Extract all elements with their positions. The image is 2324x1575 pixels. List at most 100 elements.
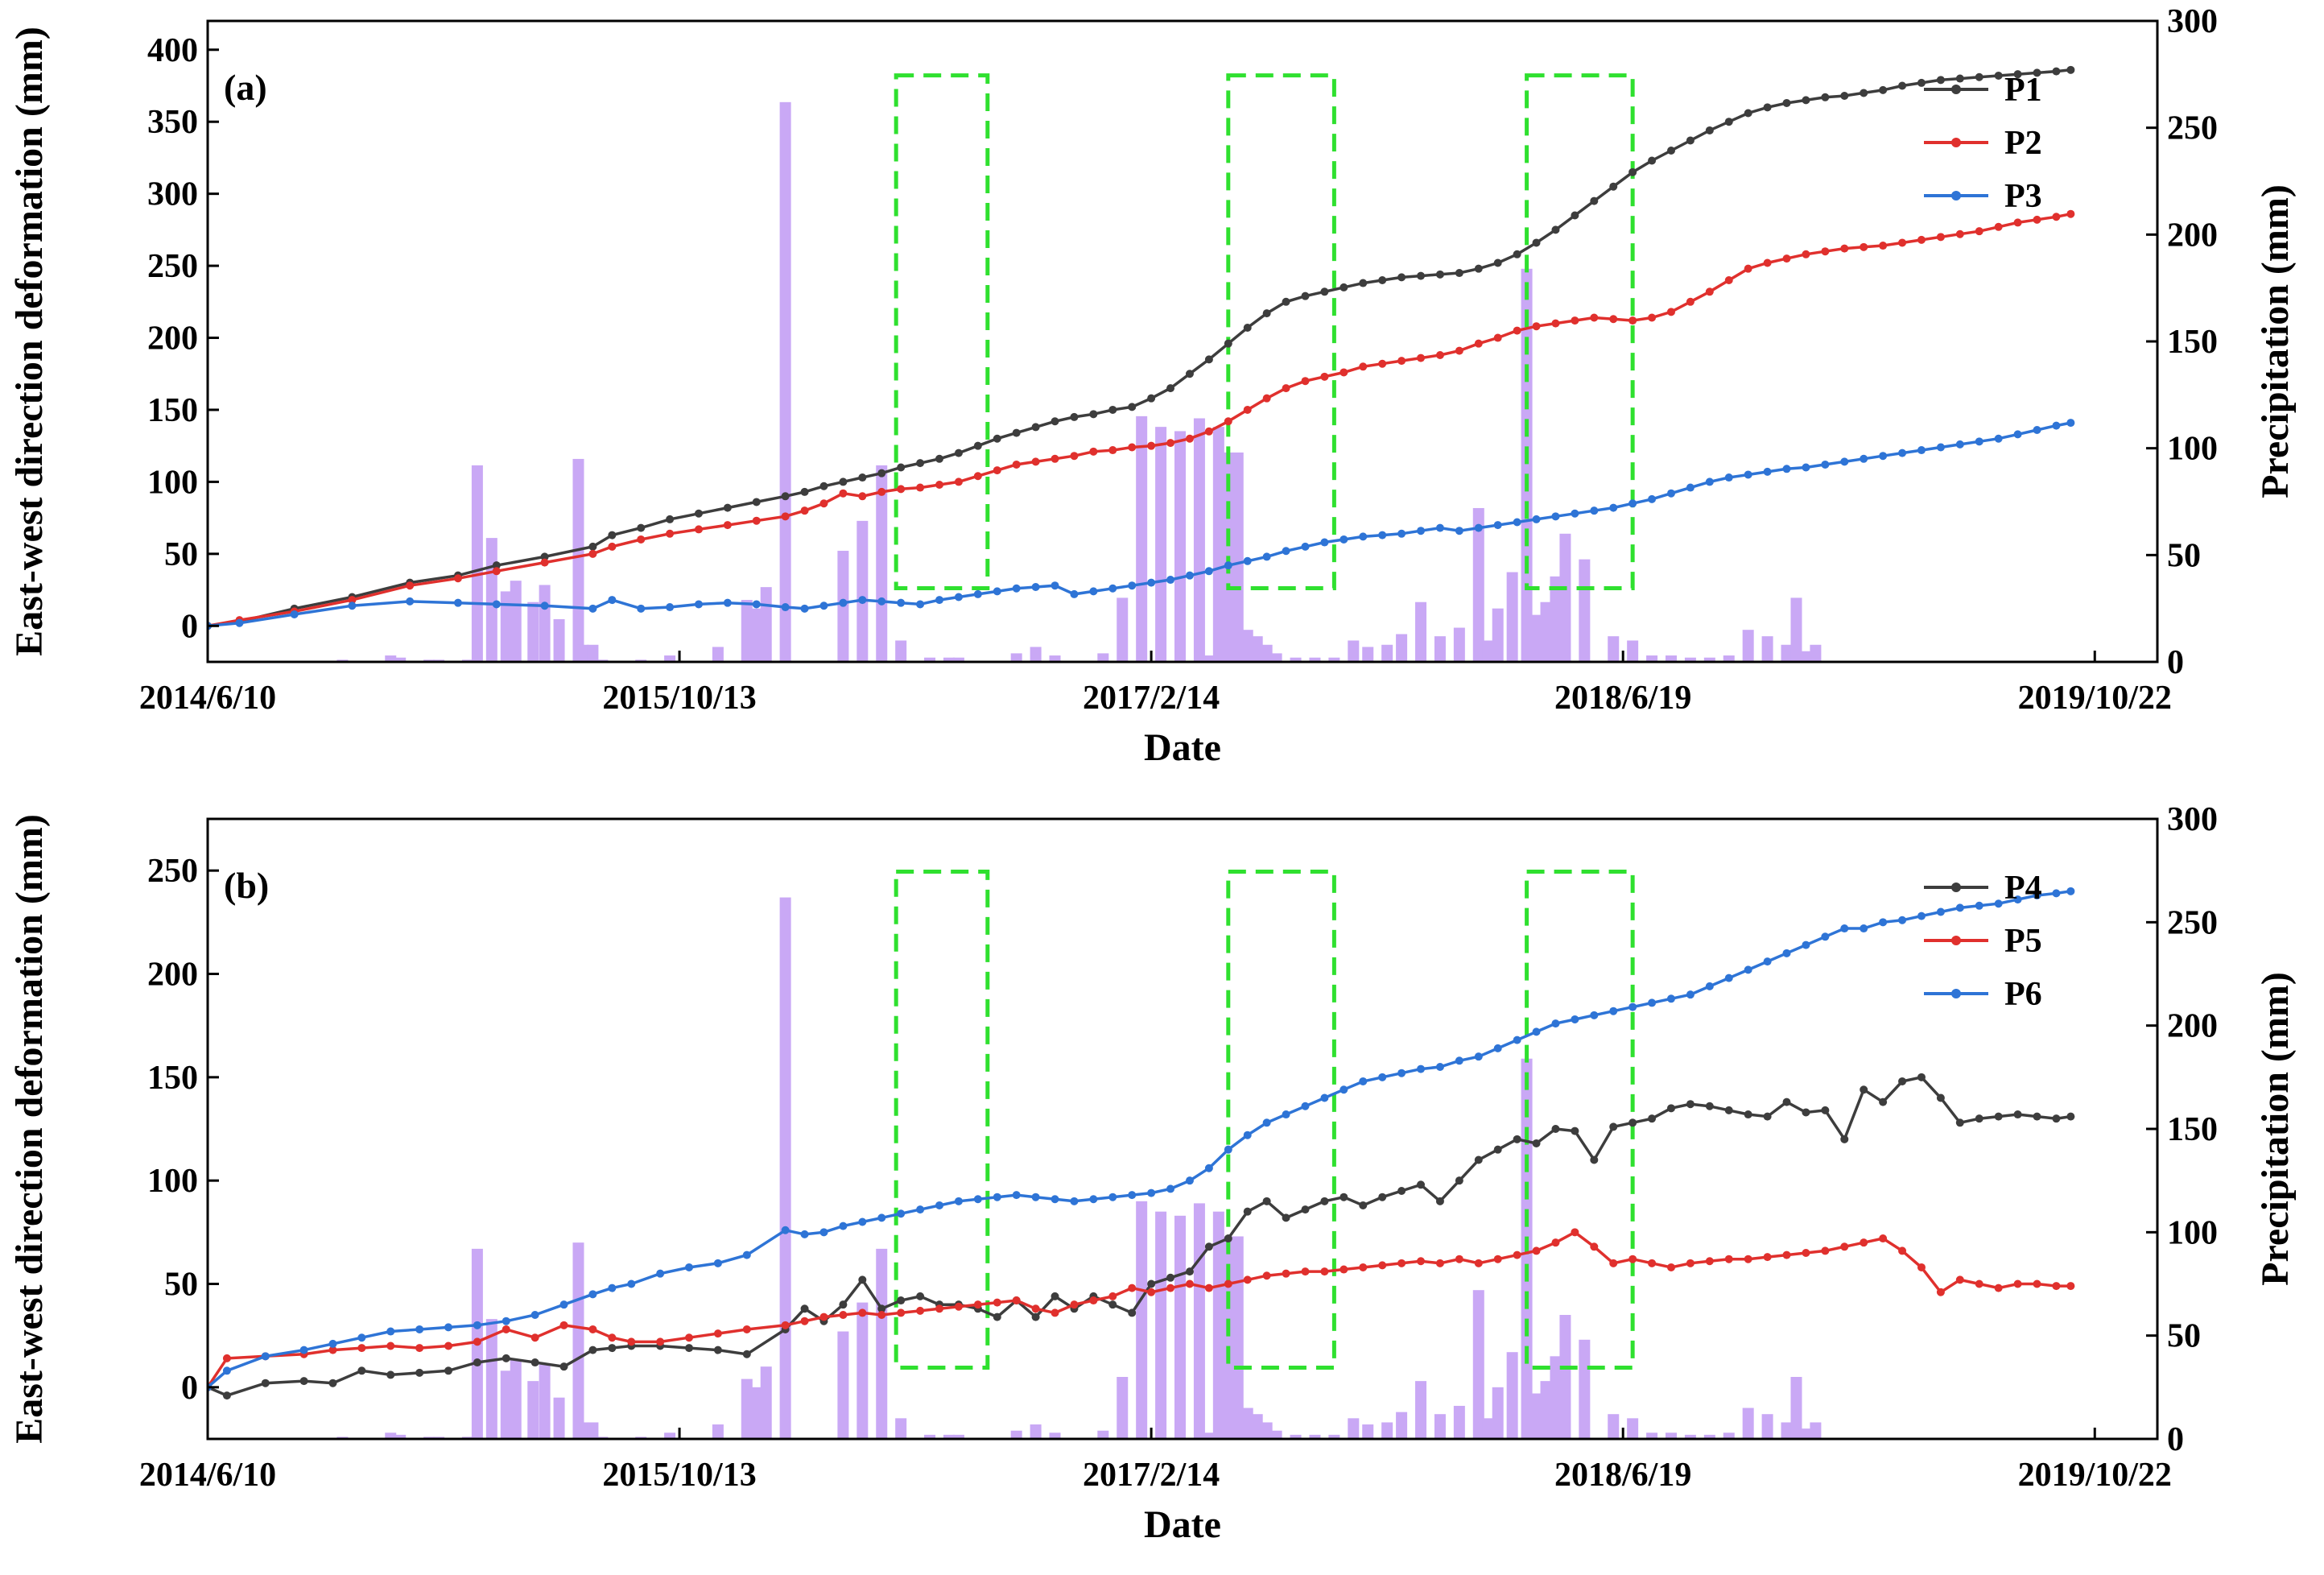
- data-point-p2: [1070, 452, 1079, 461]
- y-tick-label: 250: [147, 248, 198, 285]
- data-point-p2: [1936, 233, 1945, 242]
- data-point-p1: [1648, 156, 1657, 165]
- precipitation-bar: [587, 644, 599, 662]
- precipitation-bar: [471, 465, 483, 662]
- y-tick-label: 50: [164, 536, 198, 573]
- highlight-window-box: [894, 869, 990, 1370]
- precipitation-bar: [760, 587, 772, 662]
- data-point-p2: [781, 512, 790, 521]
- data-point-p4: [1397, 1187, 1406, 1195]
- precipitation-bar: [1684, 1434, 1696, 1439]
- precipitation-bar: [587, 1422, 599, 1439]
- data-point-p2: [1955, 229, 1964, 238]
- precipitation-bar: [1684, 657, 1696, 662]
- data-point-p1: [954, 449, 963, 457]
- precipitation-bar: [510, 581, 522, 662]
- data-point-p5: [1782, 1250, 1791, 1259]
- data-point-p6: [1666, 994, 1675, 1003]
- data-point-p5: [328, 1346, 337, 1354]
- data-point-p6: [627, 1279, 636, 1288]
- data-point-p5: [1571, 1228, 1579, 1237]
- x-tick-label: 2015/10/13: [602, 680, 756, 717]
- data-point-p4: [1166, 1273, 1175, 1282]
- data-point-p1: [1070, 412, 1079, 421]
- data-point-p3: [1840, 457, 1849, 466]
- data-point-p5: [1089, 1296, 1098, 1305]
- data-point-p5: [1051, 1308, 1059, 1317]
- legend-label-p4: P4: [2004, 870, 2042, 907]
- data-point-p6: [1474, 1052, 1483, 1061]
- data-point-p3: [1108, 584, 1117, 593]
- data-point-p1: [540, 552, 549, 561]
- precipitation-bar: [1506, 1352, 1518, 1439]
- data-point-p4: [559, 1362, 568, 1371]
- data-point-p6: [1435, 1063, 1444, 1071]
- data-point-p4: [1417, 1180, 1426, 1189]
- data-point-p6: [1070, 1197, 1079, 1205]
- data-point-p5: [819, 1312, 828, 1321]
- data-point-p2: [1301, 377, 1310, 386]
- data-point-p6: [608, 1284, 617, 1292]
- data-point-p2: [1532, 322, 1541, 331]
- data-point-p5: [1994, 1284, 2003, 1292]
- precipitation-bar: [1117, 597, 1129, 662]
- data-point-p1: [819, 482, 828, 490]
- data-point-p1: [1455, 269, 1463, 278]
- data-point-p3: [858, 596, 867, 605]
- data-point-p1: [492, 561, 501, 570]
- data-point-p6: [1513, 1036, 1521, 1044]
- precipitation-bar: [1261, 1422, 1273, 1439]
- data-point-p3: [973, 589, 982, 598]
- data-point-p5: [1840, 1242, 1849, 1251]
- data-point-p6: [1782, 949, 1791, 957]
- data-point-p2: [1648, 313, 1657, 322]
- data-point-p2: [819, 499, 828, 508]
- y2-axis-title: Precipitation (mm): [2254, 972, 2297, 1286]
- precipitation-bar: [1434, 1414, 1446, 1439]
- data-point-p1: [1397, 273, 1406, 282]
- data-point-p2: [1744, 264, 1752, 273]
- precipitation-bar: [1241, 1408, 1253, 1439]
- data-point-p1: [1128, 403, 1137, 411]
- data-point-p5: [1282, 1269, 1290, 1278]
- x-tick-label: 2018/6/19: [1554, 1457, 1691, 1494]
- data-point-p4: [588, 1346, 597, 1354]
- data-point-p1: [993, 434, 1001, 443]
- precipitation-bar: [1030, 647, 1042, 662]
- data-point-p1: [1147, 394, 1156, 403]
- data-point-p3: [1493, 521, 1502, 530]
- y2-tick-label: 200: [2167, 1008, 2218, 1045]
- data-point-p5: [608, 1333, 617, 1342]
- data-point-p6: [1012, 1191, 1021, 1200]
- precipitation-bar: [1049, 655, 1061, 662]
- precipitation-bar: [1742, 1408, 1754, 1439]
- data-point-p6: [819, 1228, 828, 1237]
- data-point-p3: [1166, 576, 1175, 585]
- data-point-p6: [1763, 957, 1772, 966]
- data-point-p2: [1359, 362, 1368, 371]
- data-point-p4: [1686, 1100, 1694, 1109]
- precipitation-bar: [485, 538, 497, 662]
- data-point-p6: [1051, 1195, 1059, 1204]
- data-point-p3: [608, 596, 617, 605]
- precipitation-bar: [1742, 630, 1754, 662]
- data-point-p3: [1955, 440, 1964, 449]
- data-point-p2: [2066, 209, 2075, 218]
- data-point-p2: [1879, 242, 1888, 250]
- data-point-p3: [897, 598, 906, 607]
- legend-marker-p5: [1951, 936, 1961, 945]
- data-point-p6: [1262, 1118, 1271, 1127]
- precipitation-bar: [876, 465, 888, 662]
- data-point-p2: [1378, 359, 1387, 368]
- data-point-p4: [916, 1292, 925, 1300]
- data-point-p1: [1301, 291, 1310, 300]
- data-point-p4: [1705, 1102, 1714, 1110]
- data-point-p6: [1821, 932, 1830, 941]
- data-point-p4: [222, 1391, 231, 1400]
- data-point-p5: [916, 1306, 925, 1315]
- data-point-p2: [1147, 441, 1156, 450]
- data-point-p4: [2033, 1112, 2041, 1121]
- data-point-p6: [954, 1197, 963, 1205]
- data-point-p1: [1243, 324, 1252, 333]
- y-tick-label: 100: [147, 464, 198, 501]
